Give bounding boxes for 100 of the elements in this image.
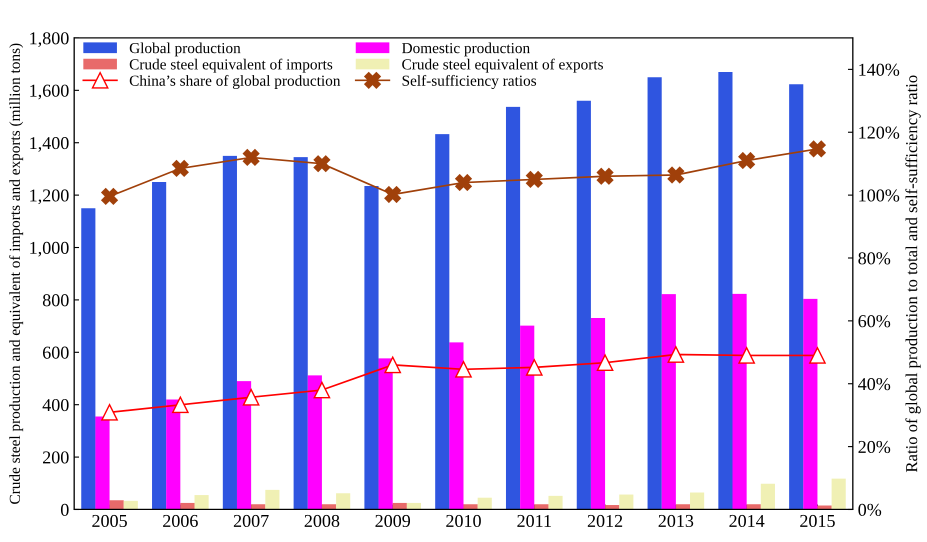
legend-label: Crude steel equivalent of imports xyxy=(130,58,332,73)
bar xyxy=(251,504,266,510)
point xyxy=(809,347,826,364)
point xyxy=(455,174,472,191)
bar xyxy=(392,502,407,510)
bar xyxy=(676,504,690,510)
legend-label: Domestic production xyxy=(402,42,530,56)
point xyxy=(172,160,189,177)
y2-tick-label: 100% xyxy=(859,189,900,202)
bar xyxy=(534,504,548,510)
bar xyxy=(110,500,124,510)
y-tick-label: 1,800 xyxy=(30,32,69,47)
y2-tick-label: 0% xyxy=(858,504,882,516)
bar xyxy=(222,156,237,510)
bar xyxy=(803,298,818,510)
y-axis-title: Crude steel production and equivalent of imports and exports (million tons) xyxy=(9,44,24,504)
point xyxy=(242,388,260,406)
y2-axis-title: Ratio of global production to total and self-sufficiency ratio xyxy=(905,75,921,472)
point xyxy=(101,404,118,421)
y-tick-label: 1,000 xyxy=(30,242,69,257)
bar xyxy=(435,134,450,510)
point xyxy=(738,347,755,364)
bar xyxy=(336,493,350,510)
y2-tick-label: 60% xyxy=(858,315,890,328)
y-tick-label: 0 xyxy=(60,504,69,516)
bar xyxy=(81,208,96,510)
x-tick-label: 2008 xyxy=(304,514,340,528)
x-tick-label: 2010 xyxy=(446,514,481,528)
bar xyxy=(406,502,422,510)
bar xyxy=(308,375,322,510)
point xyxy=(526,171,543,188)
point xyxy=(596,168,614,185)
bar xyxy=(619,494,634,510)
bar xyxy=(732,294,747,510)
x-tick-label: 2014 xyxy=(729,514,764,528)
bar xyxy=(832,478,846,510)
point xyxy=(242,149,260,166)
point xyxy=(314,382,330,398)
y-tick-label: 1,600 xyxy=(30,84,69,100)
bar xyxy=(662,294,676,510)
bar xyxy=(464,504,478,510)
x-tick-label: 2009 xyxy=(375,514,410,528)
point xyxy=(526,359,543,376)
point xyxy=(596,354,614,372)
x-tick-label: 2005 xyxy=(92,514,127,528)
x-tick-label: 2007 xyxy=(234,514,269,528)
y-tick-label: 200 xyxy=(43,451,69,464)
point xyxy=(384,186,402,203)
bar xyxy=(478,498,492,510)
bar xyxy=(194,495,209,510)
bar xyxy=(364,186,379,510)
x-tick-label: 2012 xyxy=(588,514,622,528)
x-tick-label: 2011 xyxy=(517,514,551,528)
point xyxy=(172,396,189,414)
x-tick-label: 2015 xyxy=(800,514,835,528)
bar xyxy=(590,318,606,510)
bar xyxy=(95,416,110,510)
y2-tick-label: 140% xyxy=(859,64,900,76)
y2-tick-label: 120% xyxy=(859,126,900,139)
bar xyxy=(124,500,138,510)
bar xyxy=(265,490,280,510)
y-tick-label: 600 xyxy=(42,346,69,359)
y2-tick-label: 40% xyxy=(858,378,890,390)
point xyxy=(738,152,755,169)
bar xyxy=(548,496,563,510)
y-tick-label: 1,400 xyxy=(30,136,69,152)
bar xyxy=(236,381,252,510)
x-tick-label: 2006 xyxy=(163,514,198,528)
bar xyxy=(648,77,662,510)
bar xyxy=(152,182,166,510)
point xyxy=(668,166,684,184)
legend-label: China’s share of global production xyxy=(130,74,340,89)
bar xyxy=(718,72,732,510)
point xyxy=(455,360,472,378)
bar xyxy=(760,484,775,510)
bar xyxy=(789,84,804,510)
point xyxy=(668,346,684,363)
bar xyxy=(506,106,520,510)
bar xyxy=(322,504,336,510)
y-tick-label: 800 xyxy=(42,294,69,306)
bar xyxy=(746,504,761,510)
y-tick-label: 400 xyxy=(42,398,69,412)
point xyxy=(314,155,330,172)
point xyxy=(384,356,402,374)
bar xyxy=(166,399,180,510)
point xyxy=(101,188,118,205)
x-tick-label: 2013 xyxy=(658,514,694,528)
bar xyxy=(294,157,308,510)
legend-label: Global production xyxy=(130,42,241,56)
y2-tick-label: 20% xyxy=(858,440,890,454)
y2-tick-label: 80% xyxy=(858,252,890,264)
bar xyxy=(576,100,591,510)
y-tick-label: 1,200 xyxy=(30,189,69,204)
point xyxy=(809,140,826,158)
bar xyxy=(378,358,393,510)
legend-label: Self-sufficiency ratios xyxy=(402,74,536,89)
bar xyxy=(690,492,704,510)
bar xyxy=(449,342,464,510)
bar xyxy=(520,326,534,510)
legend-label: Crude steel equivalent of exports xyxy=(402,58,603,73)
